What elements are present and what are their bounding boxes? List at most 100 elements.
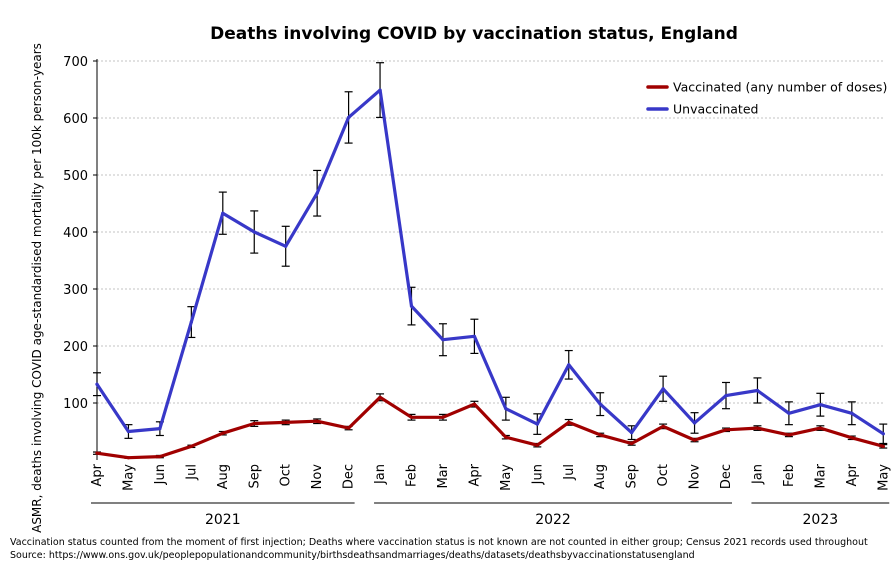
series-layer: [93, 62, 888, 460]
data-point: [850, 411, 854, 415]
y-tick-label: 300: [63, 283, 88, 298]
data-point: [95, 382, 99, 386]
x-tick-label: Feb: [782, 464, 797, 487]
data-point: [221, 431, 225, 435]
data-point: [347, 115, 351, 120]
x-tick-label: Jul: [562, 464, 577, 481]
series-unvaccinated: [93, 62, 888, 445]
data-point: [472, 334, 476, 338]
data-point: [567, 420, 571, 424]
data-point: [221, 211, 225, 215]
data-point: [126, 456, 131, 460]
x-tick-label: Mar: [436, 463, 451, 488]
x-tick-label: Mar: [813, 463, 828, 488]
y-tick-label: 200: [63, 340, 88, 355]
x-tick-label: Apr: [845, 463, 860, 486]
series-line: [95, 88, 885, 436]
chart-title: Deaths involving COVID by vaccination st…: [210, 24, 738, 44]
x-tick-label: Oct: [656, 464, 671, 486]
data-point: [409, 304, 414, 308]
data-point: [378, 88, 382, 92]
data-point: [787, 433, 791, 437]
legend: Vaccinated (any number of doses) Unvaccin…: [646, 80, 887, 117]
data-point: [189, 444, 193, 448]
legend-label: Unvaccinated: [673, 102, 758, 117]
x-tick-label: Dec: [719, 464, 734, 489]
data-point: [535, 443, 539, 447]
x-tick-label: Nov: [310, 464, 325, 490]
data-point: [598, 402, 602, 406]
data-point: [158, 427, 162, 431]
data-point: [818, 403, 822, 407]
data-point: [347, 426, 351, 430]
gridlines: [97, 60, 884, 404]
data-point: [692, 421, 697, 425]
y-tick-label: 100: [63, 397, 88, 412]
data-point: [189, 320, 193, 324]
data-point: [472, 402, 476, 406]
data-point: [881, 444, 885, 448]
x-tick-label: Jun: [153, 464, 168, 485]
x-tick-label: Sep: [247, 464, 262, 489]
year-label: 2021: [205, 512, 241, 528]
x-tick-label: Aug: [216, 464, 231, 489]
data-point: [598, 433, 602, 437]
year-groups: 2021 2022 2023: [91, 502, 890, 528]
data-point: [378, 395, 382, 399]
x-tick-label: May: [121, 464, 136, 491]
x-tick-label: Nov: [688, 464, 703, 490]
series-line: [95, 395, 885, 460]
year-label: 2022: [535, 512, 571, 528]
year-label: 2023: [803, 512, 839, 528]
data-point: [441, 338, 445, 342]
data-point: [661, 424, 665, 428]
x-tick-label: Oct: [279, 464, 294, 486]
data-point: [315, 419, 319, 423]
data-point: [284, 244, 288, 248]
data-point: [630, 441, 634, 446]
data-point: [252, 230, 256, 234]
data-point: [95, 451, 99, 455]
y-tick-label: 700: [63, 55, 88, 70]
series-vaccinated: [93, 393, 888, 460]
y-tick-label: 400: [63, 226, 88, 241]
data-point: [724, 393, 728, 398]
data-point: [818, 426, 822, 430]
y-axis-ticks: 100 200 300 400 500 600 700: [63, 55, 97, 412]
footnote: Vaccination status counted from the mome…: [10, 537, 868, 548]
data-point: [504, 407, 508, 411]
data-point: [158, 454, 162, 459]
data-point: [441, 415, 445, 419]
x-tick-label: Jun: [530, 464, 545, 485]
data-point: [535, 422, 539, 426]
data-point: [315, 191, 319, 195]
x-tick-label: Aug: [593, 464, 608, 489]
x-tick-label: May: [876, 464, 891, 491]
y-axis-label: ASMR, deaths involving COVID age-standar…: [30, 43, 44, 533]
x-tick-label: Jan: [373, 464, 388, 485]
y-tick-label: 500: [63, 169, 88, 184]
x-tick-label: Dec: [342, 464, 357, 489]
data-point: [692, 438, 697, 442]
source-note: Source: https://www.ons.gov.uk/peoplepop…: [10, 550, 695, 561]
x-tick-label: Feb: [405, 464, 420, 487]
x-tick-label: May: [499, 464, 514, 491]
data-point: [850, 436, 854, 440]
data-point: [126, 429, 131, 434]
data-point: [504, 435, 508, 439]
data-point: [567, 363, 571, 367]
legend-label: Vaccinated (any number of doses): [673, 80, 887, 95]
data-point: [252, 421, 256, 426]
data-point: [284, 420, 288, 424]
x-tick-label: Sep: [625, 464, 640, 489]
data-point: [630, 431, 634, 435]
data-point: [409, 415, 414, 419]
x-tick-label: Jan: [750, 464, 765, 485]
data-point: [755, 426, 760, 430]
x-axis-ticks: Apr May Jun Jul Aug Sep Oct Nov Dec Jan Feb Mar Apr M…: [90, 463, 891, 491]
x-tick-label: Apr: [467, 463, 482, 486]
data-point: [881, 432, 885, 436]
data-point: [787, 411, 791, 415]
x-tick-label: Jul: [184, 464, 199, 481]
